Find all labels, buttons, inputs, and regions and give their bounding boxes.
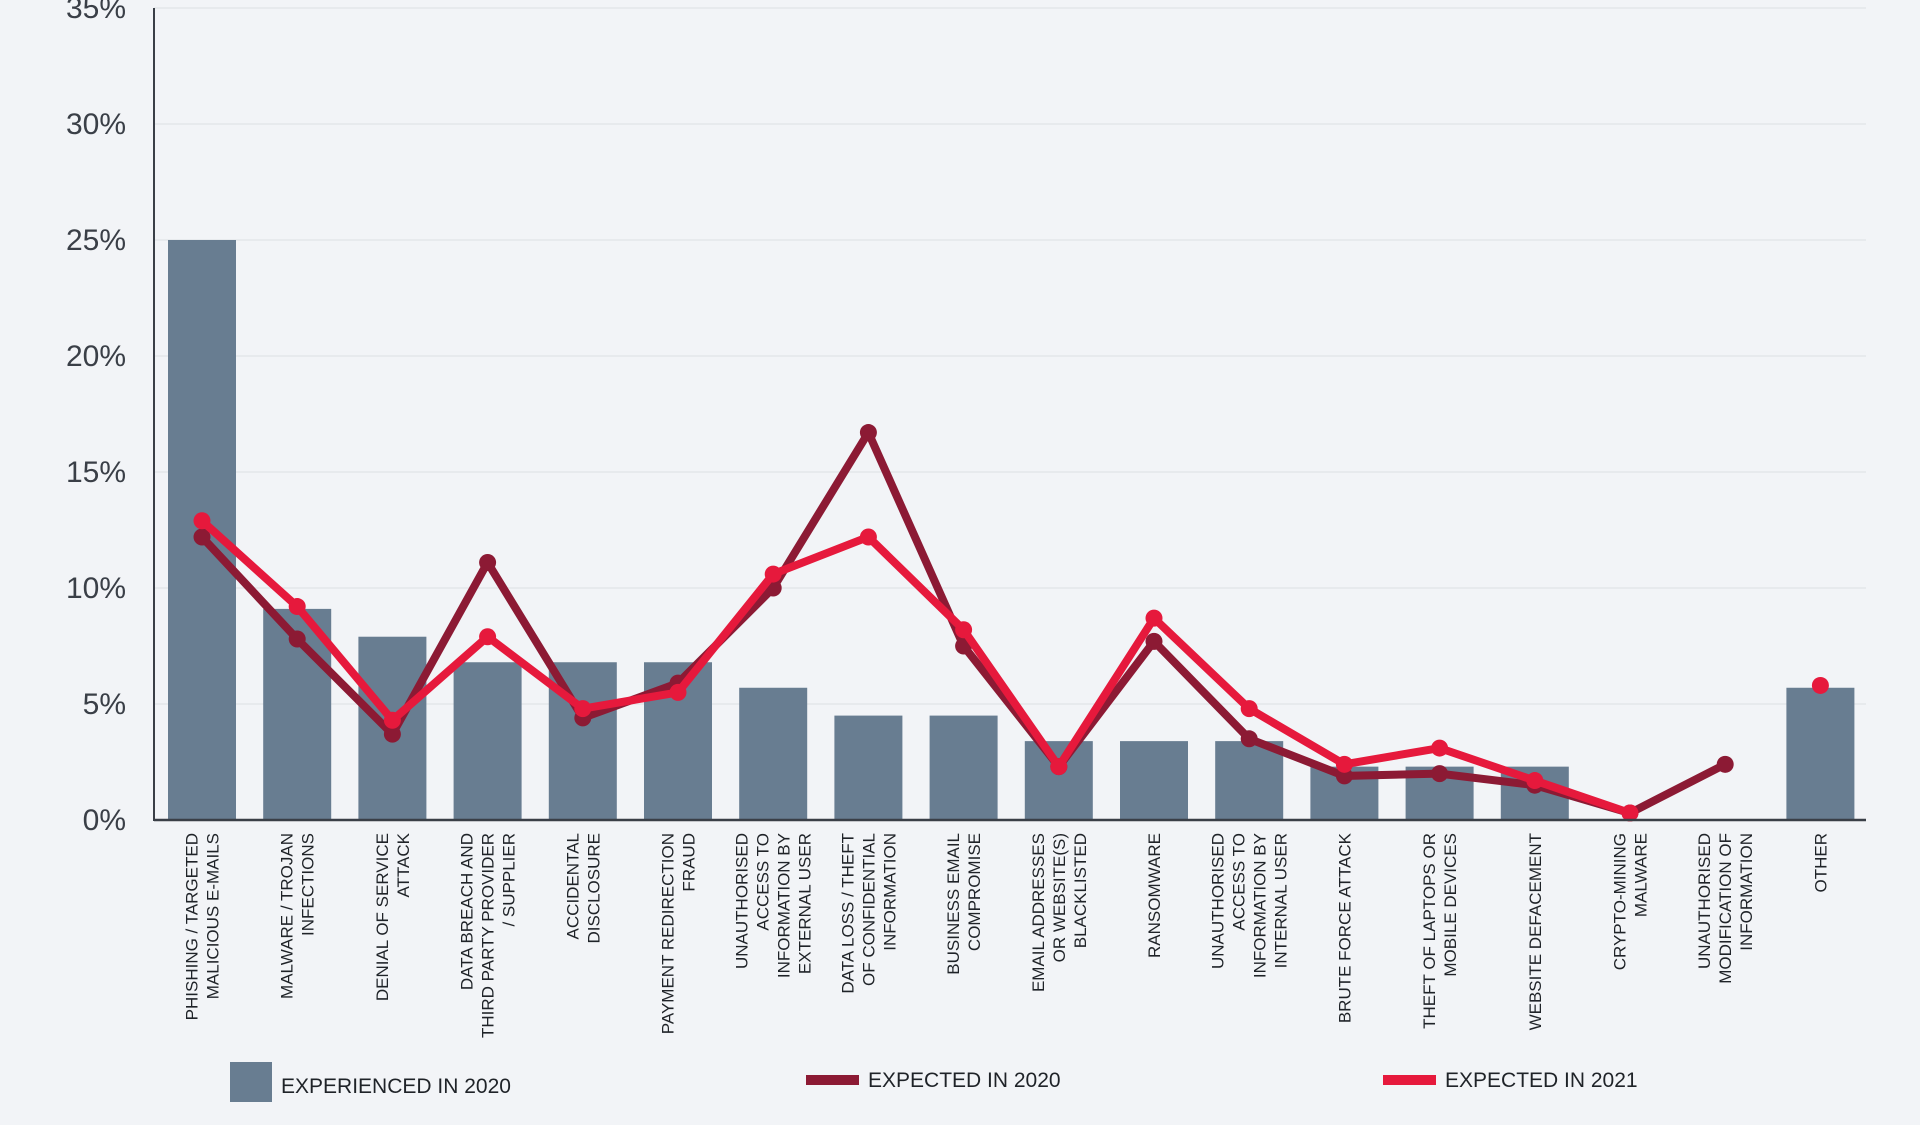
x-tick-label: CRYPTO-MINING MALWARE [1611, 833, 1651, 970]
series-point [859, 528, 877, 546]
bar [739, 687, 808, 820]
bars-experienced-2020 [168, 240, 1855, 820]
y-tick-label: 10% [66, 572, 126, 605]
series-point [1145, 632, 1163, 650]
series-point [1811, 676, 1829, 694]
series-point [288, 598, 306, 616]
axes [153, 8, 1866, 822]
y-tick-label: 0% [83, 804, 126, 837]
legend-label: EXPERIENCED IN 2020 [281, 1075, 511, 1098]
legend-swatch [230, 1062, 272, 1102]
series-point [1431, 765, 1449, 783]
x-tick-label: OTHER [1811, 833, 1830, 893]
x-tick-label: UNAUTHORISED ACCESS TO INFORMATION BY INTER… [1209, 833, 1291, 978]
series-point [1145, 609, 1163, 627]
series-point [193, 512, 211, 530]
bar [929, 715, 998, 820]
y-tick-label: 20% [66, 340, 126, 373]
legend-label: EXPECTED IN 2021 [1445, 1069, 1638, 1092]
series-point [479, 628, 497, 646]
series-point [1431, 739, 1449, 757]
y-axis-ticks: 0% 5% 10% 15% 20% 25% 30% 35% [66, 0, 126, 837]
series-point [383, 725, 401, 743]
y-tick-label: 15% [66, 456, 126, 489]
y-tick-label: 30% [66, 108, 126, 141]
x-tick-label: DATA LOSS / THEFT OF CONFIDENTIAL INFORMAT… [838, 833, 899, 994]
bar [834, 715, 903, 820]
series-point [1526, 772, 1544, 790]
gridlines [154, 7, 1866, 705]
y-tick-label: 35% [66, 0, 126, 25]
x-tick-label: BRUTE FORCE ATTACK [1335, 832, 1354, 1023]
series-point [764, 565, 782, 583]
x-tick-label: BUSINESS EMAIL COMPROMISE [944, 833, 984, 975]
bar [453, 662, 522, 820]
series-point [1050, 758, 1068, 776]
series-lines [193, 423, 1829, 822]
bar [1120, 741, 1188, 820]
x-tick-label: WEBSITE DEFACEMENT [1526, 833, 1545, 1030]
y-tick-label: 25% [66, 224, 126, 257]
x-tick-label: PHISHING / TARGETED MALICIOUS E-MAILS [183, 833, 223, 1020]
series-point [288, 630, 306, 648]
x-tick-label: UNAUTHORISED ACCESS TO INFORMATION BY EXTER… [733, 833, 815, 978]
x-tick-label: DATA BREACH AND THIRD PARTY PROVIDER / SUP… [458, 833, 519, 1038]
x-tick-label: EMAIL ADDRESSES OR WEBSITE(S) BLACKLISTED [1029, 833, 1090, 992]
series-point [859, 424, 877, 442]
x-tick-label: DENIAL OF SERVICE ATTACK [373, 832, 413, 1001]
bar [1024, 741, 1093, 820]
x-tick-label: RANSOMWARE [1145, 833, 1164, 958]
x-tick-label: UNAUTHORISED MODIFICATION OF INFORMATION [1695, 833, 1756, 984]
legend-label: EXPECTED IN 2020 [868, 1069, 1061, 1092]
series-point [1716, 755, 1734, 773]
series-line [202, 521, 1820, 813]
series-point [1240, 700, 1258, 718]
y-tick-label: 5% [83, 688, 126, 721]
series-point [1240, 730, 1258, 748]
series-point [669, 683, 687, 701]
x-tick-label: PAYMENT REDIRECTION FRAUD [659, 833, 699, 1034]
bar [1215, 741, 1284, 820]
series-point [955, 621, 973, 639]
x-tick-label: THEFT OF LAPTOPS OR MOBILE DEVICES [1420, 833, 1460, 1029]
legend: EXPERIENCED IN 2020 EXPECTED IN 2020 EXPEC… [230, 1062, 1638, 1102]
bar [1786, 687, 1855, 820]
series-point [574, 700, 592, 718]
series-point [1335, 755, 1353, 773]
x-tick-label: MALWARE / TROJAN INFECTIONS [278, 833, 318, 999]
x-tick-label: ACCIDENTAL DISCLOSURE [563, 833, 603, 944]
series-point [1621, 804, 1639, 822]
legend-swatch [1383, 1075, 1436, 1085]
series-point [193, 528, 211, 546]
series-point [479, 553, 497, 571]
legend-swatch [806, 1075, 859, 1085]
series-point [383, 711, 401, 729]
x-axis-category-labels: PHISHING / TARGETED MALICIOUS E-MAILS MALW… [183, 832, 1831, 1038]
